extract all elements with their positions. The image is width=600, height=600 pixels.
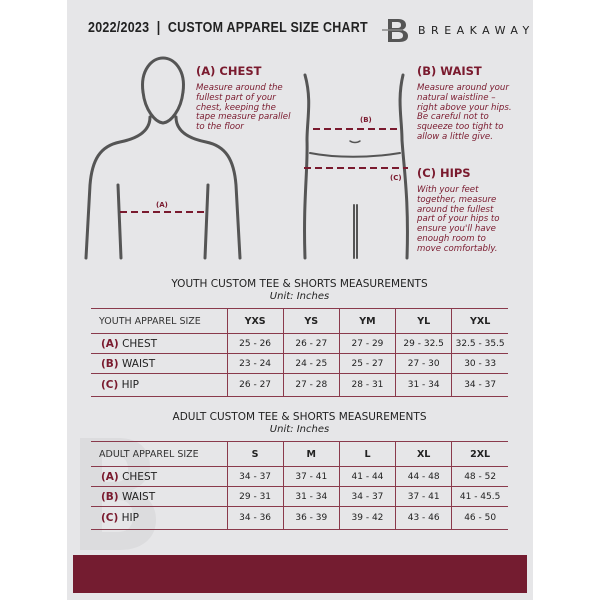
size-value-cell: 34 - 37: [451, 373, 508, 397]
row-label: (C) HIP: [91, 373, 227, 397]
size-value-cell: 34 - 37: [338, 486, 396, 507]
header-cell: YL: [395, 308, 452, 334]
row-letter: (B): [101, 490, 119, 503]
size-value-cell: 24 - 25: [282, 353, 340, 374]
body-illustrations: (A) (B) (C): [84, 56, 409, 260]
size-value-cell: 26 - 27: [282, 333, 340, 354]
upper-body-figure: [84, 56, 242, 260]
size-value-cell: 41 - 45.5: [451, 486, 508, 507]
header-cell: YXL: [451, 308, 508, 334]
header-cell: M: [282, 441, 340, 467]
hips-heading: (C) HIPS: [417, 166, 471, 180]
size-value-cell: 29 - 32.5: [395, 333, 452, 354]
youth-section-title: YOUTH CUSTOM TEE & SHORTS MEASUREMENTS: [171, 278, 428, 290]
size-value-cell: 44 - 48: [395, 466, 452, 487]
row-label: (A) CHEST: [91, 333, 227, 354]
header-cell: YS: [282, 308, 340, 334]
header-cell: S: [226, 441, 284, 467]
brand-name: BREAKAWAY: [418, 24, 535, 37]
row-letter: (B): [101, 357, 119, 370]
header-cell: L: [338, 441, 396, 467]
footer-band: [73, 555, 527, 593]
size-value-cell: 27 - 29: [338, 333, 396, 354]
row-letter: (C): [101, 379, 119, 391]
row-measure: CHEST: [122, 470, 158, 483]
size-value-cell: 32.5 - 35.5: [451, 333, 508, 354]
size-value-cell: 23 - 24: [226, 353, 284, 374]
row-label: (C) HIP: [91, 506, 227, 530]
header-cell: XL: [395, 441, 452, 467]
header-cell: 2XL: [451, 441, 508, 467]
youth-size-table: YOUTH APPAREL SIZE YXS YS YM YL YXL (A) …: [91, 308, 508, 397]
table-header-row: YOUTH APPAREL SIZE YXS YS YM YL YXL: [91, 308, 508, 334]
row-measure: HIP: [121, 379, 139, 391]
row-label: (A) CHEST: [91, 466, 227, 487]
size-value-cell: 25 - 27: [338, 353, 396, 374]
size-value-cell: 26 - 27: [226, 373, 284, 397]
size-value-cell: 28 - 31: [338, 373, 396, 397]
size-value-cell: 48 - 52: [451, 466, 508, 487]
size-value-cell: 25 - 26: [226, 333, 284, 354]
table-row: (C) HIP 34 - 36 36 - 39 39 - 42 43 - 46 46 - …: [91, 506, 508, 530]
breakaway-logo-icon: [382, 19, 408, 42]
header-cell: YXS: [226, 308, 284, 334]
header-cell: ADULT APPAREL SIZE: [91, 441, 227, 467]
measure-lines: [120, 128, 408, 213]
table-header-row: ADULT APPAREL SIZE S M L XL 2XL: [91, 441, 508, 467]
size-value-cell: 34 - 36: [226, 506, 284, 530]
row-measure: WAIST: [121, 357, 156, 370]
table-row: (A) CHEST 25 - 26 26 - 27 27 - 29 29 - 32.5 3…: [91, 333, 508, 354]
size-value-cell: 31 - 34: [282, 486, 340, 507]
row-letter: (A): [101, 337, 119, 350]
size-value-cell: 36 - 39: [282, 506, 340, 530]
size-value-cell: 39 - 42: [338, 506, 396, 530]
row-label: (B) WAIST: [91, 353, 227, 374]
header-cell: YM: [338, 308, 396, 334]
waist-marker: (B): [360, 116, 372, 124]
size-value-cell: 37 - 41: [395, 486, 452, 507]
waist-heading: (B) WAIST: [417, 64, 482, 78]
size-value-cell: 27 - 30: [395, 353, 452, 374]
page-title: 2022/2023 | CUSTOM APPAREL SIZE CHART: [88, 20, 368, 36]
adult-size-table: ADULT APPAREL SIZE S M L XL 2XL (A) CHES…: [91, 441, 508, 530]
youth-unit: Unit: Inches: [269, 291, 330, 302]
table-row: (C) HIP 26 - 27 27 - 28 28 - 31 31 - 34 34 - …: [91, 373, 508, 397]
header-cell: YOUTH APPAREL SIZE: [91, 308, 227, 334]
row-measure: HIP: [121, 512, 139, 524]
size-value-cell: 31 - 34: [395, 373, 452, 397]
size-value-cell: 30 - 33: [451, 353, 508, 374]
size-value-cell: 29 - 31: [226, 486, 284, 507]
row-measure: WAIST: [121, 490, 156, 503]
size-value-cell: 27 - 28: [282, 373, 340, 397]
hips-description: With your feet together, measure around …: [417, 185, 500, 254]
waist-description: Measure around your natural waistline – …: [417, 83, 512, 142]
adult-section-title: ADULT CUSTOM TEE & SHORTS MEASUREMENTS: [172, 411, 427, 423]
row-label: (B) WAIST: [91, 486, 227, 507]
lower-body-figure: [303, 73, 409, 260]
chest-marker: (A): [156, 201, 168, 209]
row-measure: CHEST: [122, 337, 158, 350]
row-letter: (A): [101, 470, 119, 483]
table-row: (A) CHEST 34 - 37 37 - 41 41 - 44 44 - 48 48 …: [91, 466, 508, 487]
size-value-cell: 46 - 50: [451, 506, 508, 530]
size-value-cell: 43 - 46: [395, 506, 452, 530]
size-value-cell: 37 - 41: [282, 466, 340, 487]
table-row: (B) WAIST 23 - 24 24 - 25 25 - 27 27 - 30 30 …: [91, 353, 508, 374]
hips-marker: (C): [390, 174, 402, 182]
size-value-cell: 34 - 37: [226, 466, 284, 487]
adult-unit: Unit: Inches: [269, 424, 330, 435]
size-value-cell: 41 - 44: [338, 466, 396, 487]
row-letter: (C): [101, 512, 119, 524]
chest-heading: (A) CHEST: [196, 64, 262, 78]
table-row: (B) WAIST 29 - 31 31 - 34 34 - 37 37 - 41 41 …: [91, 486, 508, 507]
chest-description: Measure around the fullest part of your …: [196, 83, 291, 133]
